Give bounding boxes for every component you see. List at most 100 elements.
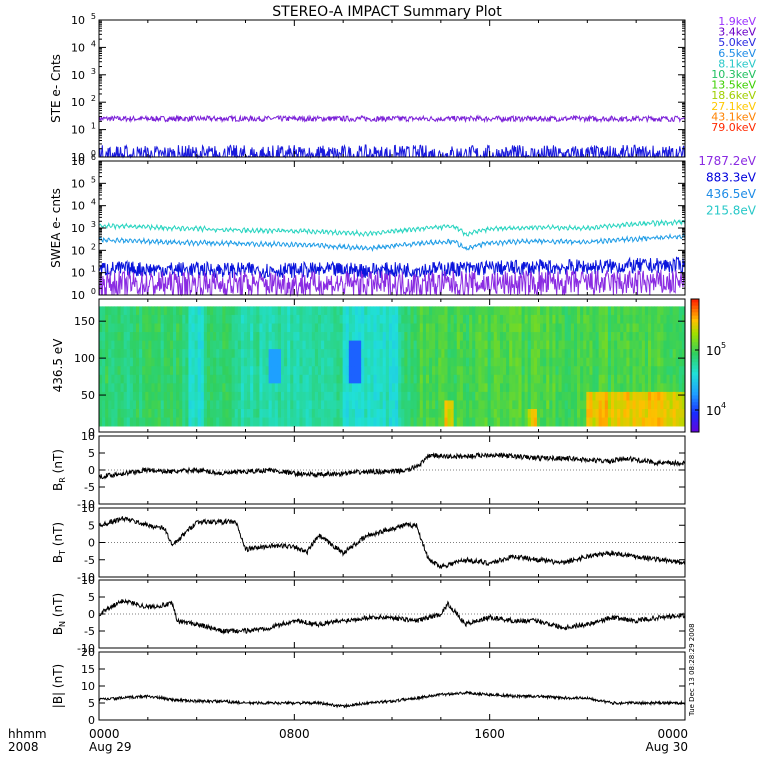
- heatmap-cell: [213, 400, 217, 410]
- heatmap-cell: [438, 391, 442, 401]
- heatmap-cell: [176, 374, 180, 384]
- heatmap-cell: [623, 332, 627, 341]
- heatmap-cell: [518, 314, 522, 324]
- heatmap-cell: [533, 408, 538, 418]
- heatmap-cell: [148, 408, 152, 418]
- heatmap-cell: [284, 306, 288, 316]
- heatmap-cell: [635, 417, 640, 427]
- heatmap-cell: [250, 323, 254, 333]
- heatmap-cell: [540, 340, 544, 350]
- heatmap-cell: [678, 349, 683, 359]
- heatmap-cell: [120, 357, 125, 367]
- heatmap-cell: [524, 366, 529, 376]
- heatmap-cell: [438, 306, 442, 316]
- heatmap-cell: [546, 383, 550, 393]
- heatmap-cell: [367, 417, 371, 427]
- heatmap-cell: [151, 332, 155, 341]
- heatmap-cell: [284, 400, 288, 410]
- heatmap-cell: [299, 349, 303, 359]
- heatmap-cell: [277, 408, 282, 418]
- heatmap-cell: [210, 391, 214, 401]
- heatmap-cell: [351, 383, 356, 393]
- heatmap-cell: [595, 357, 600, 367]
- heatmap-cell: [543, 374, 547, 384]
- heatmap-cell: [327, 417, 331, 427]
- heatmap-cell: [173, 332, 177, 341]
- heatmap-cell: [99, 417, 103, 427]
- heatmap-cell: [398, 357, 402, 367]
- heatmap-cell: [132, 332, 137, 341]
- heatmap-cell: [472, 366, 476, 376]
- heatmap-cell: [225, 323, 229, 333]
- heatmap-cell: [607, 340, 612, 350]
- heatmap-cell: [447, 374, 451, 384]
- heatmap-cell: [169, 417, 174, 427]
- heatmap-cell: [493, 332, 498, 341]
- heatmap-cell: [237, 408, 242, 418]
- heatmap-cell: [240, 366, 245, 376]
- heatmap-cell: [132, 366, 137, 376]
- heatmap-cell: [132, 323, 137, 333]
- heatmap-cell: [299, 306, 303, 316]
- heatmap-cell: [308, 314, 313, 324]
- heatmap-cell: [160, 349, 165, 359]
- heatmap-cell: [290, 323, 294, 333]
- heatmap-cell: [413, 314, 418, 324]
- heatmap-cell: [472, 400, 476, 410]
- heatmap-cell: [265, 417, 270, 427]
- heatmap-cell: [222, 306, 226, 316]
- heatmap-cell: [601, 340, 606, 350]
- heatmap-cell: [429, 340, 433, 350]
- heatmap-cell: [456, 408, 461, 418]
- heatmap-cell: [287, 332, 291, 341]
- heatmap-cell: [268, 357, 273, 367]
- heatmap-cell: [129, 323, 134, 333]
- heatmap-cell: [453, 417, 458, 427]
- heatmap-cell: [447, 408, 451, 418]
- heatmap-cell: [102, 374, 106, 384]
- heatmap-cell: [459, 383, 464, 393]
- heatmap-cell: [657, 357, 661, 367]
- heatmap-cell: [117, 349, 121, 359]
- heatmap-cell: [345, 400, 350, 410]
- heatmap-cell: [154, 374, 158, 384]
- heatmap-cell: [635, 400, 640, 410]
- y-tick-label: 10: [71, 222, 85, 235]
- heatmap-cell: [666, 366, 670, 376]
- heatmap-cell: [213, 383, 217, 393]
- heatmap-cell: [419, 400, 424, 410]
- heatmap-cell: [543, 314, 547, 324]
- heatmap-cell: [589, 417, 593, 427]
- heatmap-cell: [157, 400, 162, 410]
- heatmap-cell: [379, 391, 384, 401]
- heatmap-cell: [558, 306, 563, 316]
- heatmap-cell: [154, 408, 158, 418]
- heatmap-cell: [626, 314, 630, 324]
- heatmap-cell: [336, 349, 340, 359]
- heatmap-cell: [422, 323, 427, 333]
- heatmap-cell: [462, 374, 467, 384]
- heatmap-cell: [185, 374, 189, 384]
- heatmap-cell: [299, 332, 303, 341]
- heatmap-cell: [228, 323, 233, 333]
- heatmap-cell: [549, 306, 553, 316]
- heatmap-cell: [663, 314, 667, 324]
- heatmap-cell: [401, 340, 405, 350]
- heatmap-cell: [681, 357, 686, 367]
- heatmap-cell: [395, 383, 399, 393]
- heatmap-cell: [447, 391, 451, 401]
- heatmap-cell: [324, 306, 328, 316]
- heatmap-cell: [151, 366, 155, 376]
- heatmap-cell: [287, 374, 291, 384]
- heatmap-cell: [311, 323, 316, 333]
- heatmap-cell: [413, 391, 418, 401]
- heatmap-cell: [456, 323, 461, 333]
- heatmap-cell: [296, 366, 300, 376]
- heatmap-cell: [641, 400, 646, 410]
- heatmap-cell: [487, 340, 492, 350]
- heatmap-cell: [586, 391, 590, 401]
- heatmap-cell: [191, 323, 196, 333]
- heatmap-cell: [367, 374, 371, 384]
